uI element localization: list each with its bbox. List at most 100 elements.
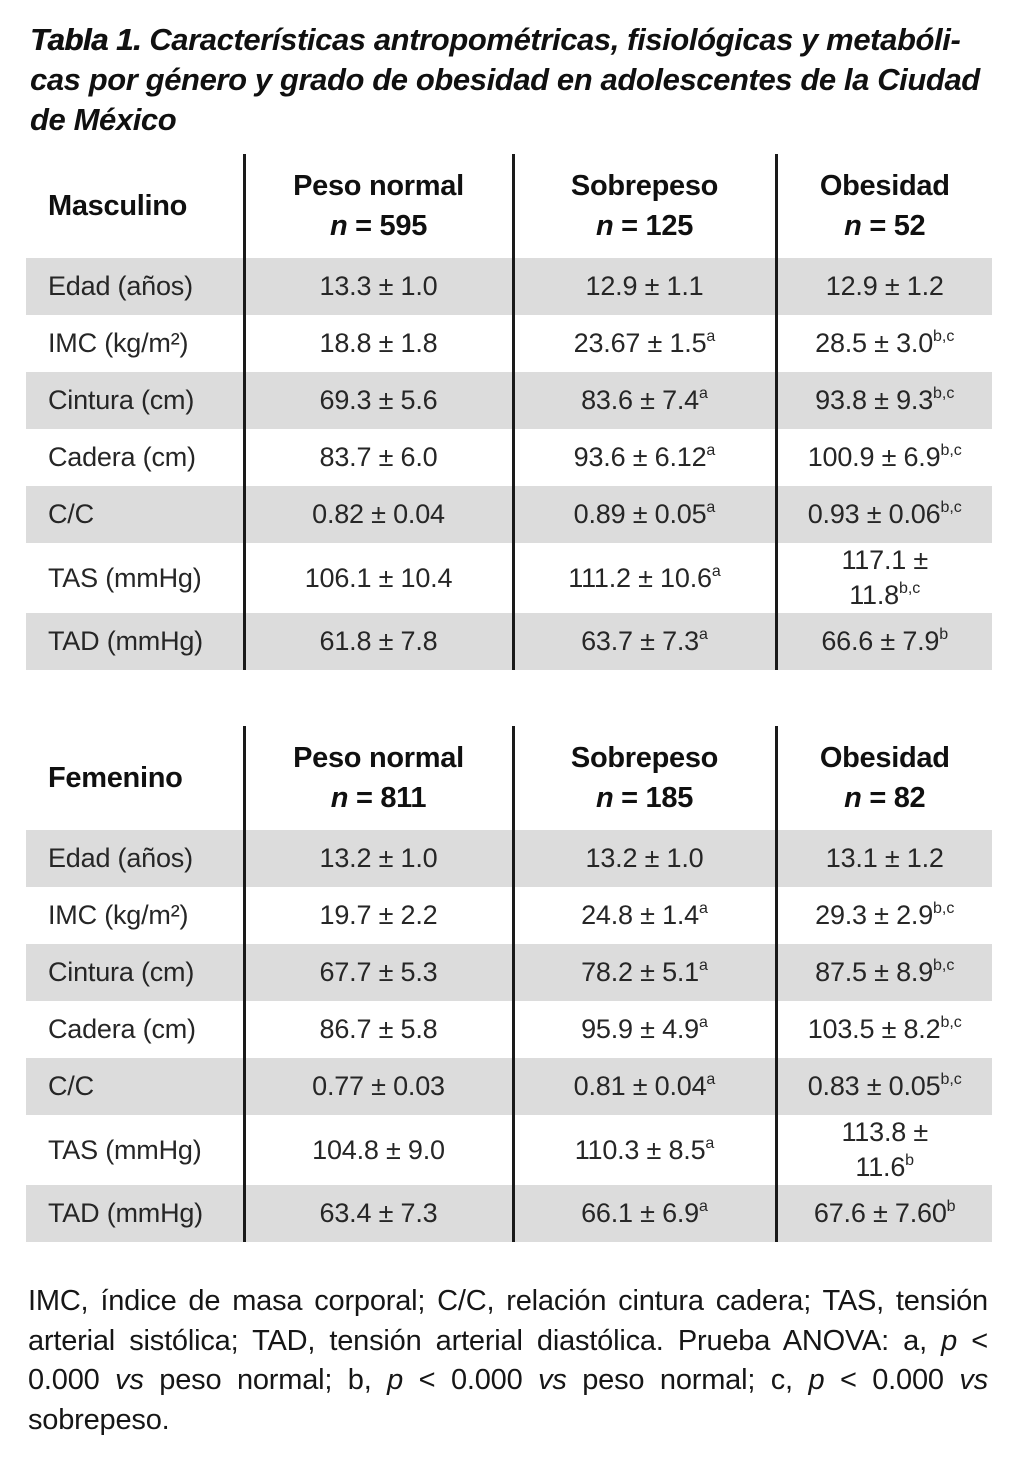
table-row: TAD (mmHg) 61.8 ± 7.8 63.7 ± 7.3a 66.6 ± 7.… [26, 613, 992, 671]
n-value: = 52 [869, 209, 926, 242]
n-value: = 185 [621, 782, 694, 815]
table-row: Cintura (cm) 67.7 ± 5.3 78.2 ± 5.1a 87.5 ± … [26, 944, 992, 1002]
value-cell: 93.8 ± 9.3b,c [774, 371, 992, 429]
n-value: = 595 [355, 209, 428, 242]
value-cell: 13.2 ± 1.0 [242, 830, 513, 888]
footnote-text: peso normal; c, [566, 1364, 809, 1397]
significance-marker: a [711, 562, 721, 580]
value-cell: 12.9 ± 1.2 [774, 257, 992, 315]
value-cell: 93.6 ± 6.12a [511, 428, 776, 486]
footnote-italic-term: vs [959, 1364, 988, 1397]
header-row: Femenino Peso normal n = 811 Sobrepeso n… [26, 726, 993, 831]
row-label: TAS (mmHg) [48, 562, 202, 593]
value-cell: 18.8 ± 1.8 [242, 314, 513, 372]
column-title: Obesidad [819, 742, 950, 775]
value-cell: 103.5 ± 8.2b,c [774, 1001, 992, 1059]
group-label-masculino: Masculino [48, 189, 188, 222]
significance-marker: a [705, 1134, 715, 1152]
value-cell: 113.8 ±11.6b [774, 1115, 992, 1186]
value-cell: 0.83 ± 0.05b,c [774, 1058, 992, 1116]
table-caption: Tabla 1. Características antropométricas… [30, 20, 996, 140]
column-header-obesidad: Obesidad n = 82 [774, 726, 993, 831]
n-value: = 811 [355, 782, 427, 815]
column-n: n = 595 [246, 206, 512, 246]
n-symbol: n [595, 209, 614, 242]
significance-marker: b,c [898, 580, 921, 598]
n-symbol: n [330, 782, 349, 815]
value-cell: 95.9 ± 4.9a [511, 1001, 776, 1059]
significance-marker: b,c [933, 384, 955, 402]
significance-marker: a [706, 1071, 716, 1089]
n-symbol: n [329, 209, 348, 242]
document-page: Tabla 1. Características antropométricas… [0, 20, 1016, 1474]
column-n: n = 185 [515, 778, 775, 818]
footnote-italic-term: p [387, 1364, 404, 1397]
footnote-italic-term: p [808, 1364, 825, 1397]
table-body-masculino: Edad (años) 13.3 ± 1.0 12.9 ± 1.1 12.9 ± 1.… [26, 257, 992, 671]
table-row: IMC (kg/m²) 18.8 ± 1.8 23.67 ± 1.5a 28.5 ± … [26, 314, 992, 372]
footnote: IMC, índice de masa corporal; C/C, relac… [28, 1282, 988, 1440]
row-label: C/C [48, 498, 94, 529]
footnote-text: < 0.000 [28, 1324, 988, 1397]
value-cell: 100.9 ± 6.9b,c [774, 428, 992, 486]
column-header-sobrepeso: Sobrepeso n = 125 [511, 153, 776, 258]
row-label: Cadera (cm) [48, 1014, 196, 1045]
value-cell: 0.82 ± 0.04 [242, 485, 513, 543]
significance-marker: b,c [940, 441, 962, 459]
value-cell: 0.77 ± 0.03 [242, 1058, 513, 1116]
footnote-text: peso normal; b, [143, 1364, 388, 1397]
value-cell: 13.3 ± 1.0 [242, 257, 513, 315]
value-cell: 13.2 ± 1.0 [511, 830, 776, 888]
value-cell: 67.7 ± 5.3 [242, 944, 513, 1002]
value-cell: 63.7 ± 7.3a [511, 613, 776, 671]
caption-line-2: cas por género y grado de obesidad en ad… [30, 61, 980, 97]
significance-marker: b [905, 1152, 915, 1170]
value-cell: 63.4 ± 7.3 [242, 1185, 513, 1243]
caption-line-3: de México [30, 101, 177, 137]
footnote-text: < 0.000 [403, 1364, 539, 1397]
row-label: TAS (mmHg) [48, 1134, 202, 1165]
row-label: Cintura (cm) [48, 384, 195, 415]
significance-marker: b,c [933, 327, 955, 345]
value-cell: 87.5 ± 8.9b,c [774, 944, 992, 1002]
value-cell: 86.7 ± 5.8 [242, 1001, 513, 1059]
value-cell: 78.2 ± 5.1a [511, 944, 776, 1002]
row-label: Cintura (cm) [48, 957, 195, 988]
n-value: = 125 [621, 209, 694, 242]
row-label: IMC (kg/m²) [48, 900, 189, 931]
column-header-obesidad: Obesidad n = 52 [774, 153, 993, 258]
value-cell: 66.1 ± 6.9a [511, 1185, 776, 1243]
significance-marker: a [699, 384, 708, 402]
value-cell: 111.2 ± 10.6a [511, 542, 776, 614]
n-symbol: n [844, 209, 862, 242]
column-header-sobrepeso: Sobrepeso n = 185 [511, 726, 776, 831]
table-row: Cintura (cm) 69.3 ± 5.6 83.6 ± 7.4a 93.8 ± … [26, 371, 992, 429]
value-cell: 66.6 ± 7.9b [774, 613, 992, 671]
value-cell: 12.9 ± 1.1 [511, 257, 776, 315]
footnote-italic-term: vs [538, 1364, 567, 1397]
footnote-italic-term: p [941, 1324, 958, 1357]
header-row: Masculino Peso normal n = 595 Sobrepeso … [26, 153, 993, 258]
significance-marker: a [706, 327, 716, 345]
significance-marker: b [946, 1198, 956, 1216]
value-cell: 106.1 ± 10.4 [242, 542, 513, 614]
significance-marker: a [699, 900, 708, 918]
value-cell: 0.81 ± 0.04a [511, 1058, 776, 1116]
row-label: TAD (mmHg) [48, 1198, 203, 1229]
table-row: Edad (años) 13.2 ± 1.0 13.2 ± 1.0 13.1 ± 1.… [26, 830, 992, 888]
table-row: C/C 0.82 ± 0.04 0.89 ± 0.05a 0.93 ± 0.06b,c [26, 485, 992, 543]
value-cell: 61.8 ± 7.8 [242, 613, 513, 671]
column-header-peso-normal: Peso normal n = 595 [242, 153, 513, 258]
significance-marker: b,c [940, 1014, 962, 1032]
value-cell: 110.3 ± 8.5a [511, 1115, 776, 1186]
table-body-femenino: Edad (años) 13.2 ± 1.0 13.2 ± 1.0 13.1 ± 1.… [26, 830, 992, 1243]
column-n: n = 52 [778, 206, 993, 246]
table-row: TAS (mmHg) 106.1 ± 10.4 111.2 ± 10.6a 117.1… [26, 542, 992, 614]
value-cell: 23.67 ± 1.5a [511, 314, 776, 372]
significance-marker: a [699, 957, 708, 975]
significance-marker: a [706, 441, 716, 459]
value-cell: 28.5 ± 3.0b,c [774, 314, 992, 372]
column-title: Sobrepeso [570, 169, 719, 202]
row-label: IMC (kg/m²) [48, 327, 189, 358]
column-n: n = 82 [778, 778, 993, 818]
